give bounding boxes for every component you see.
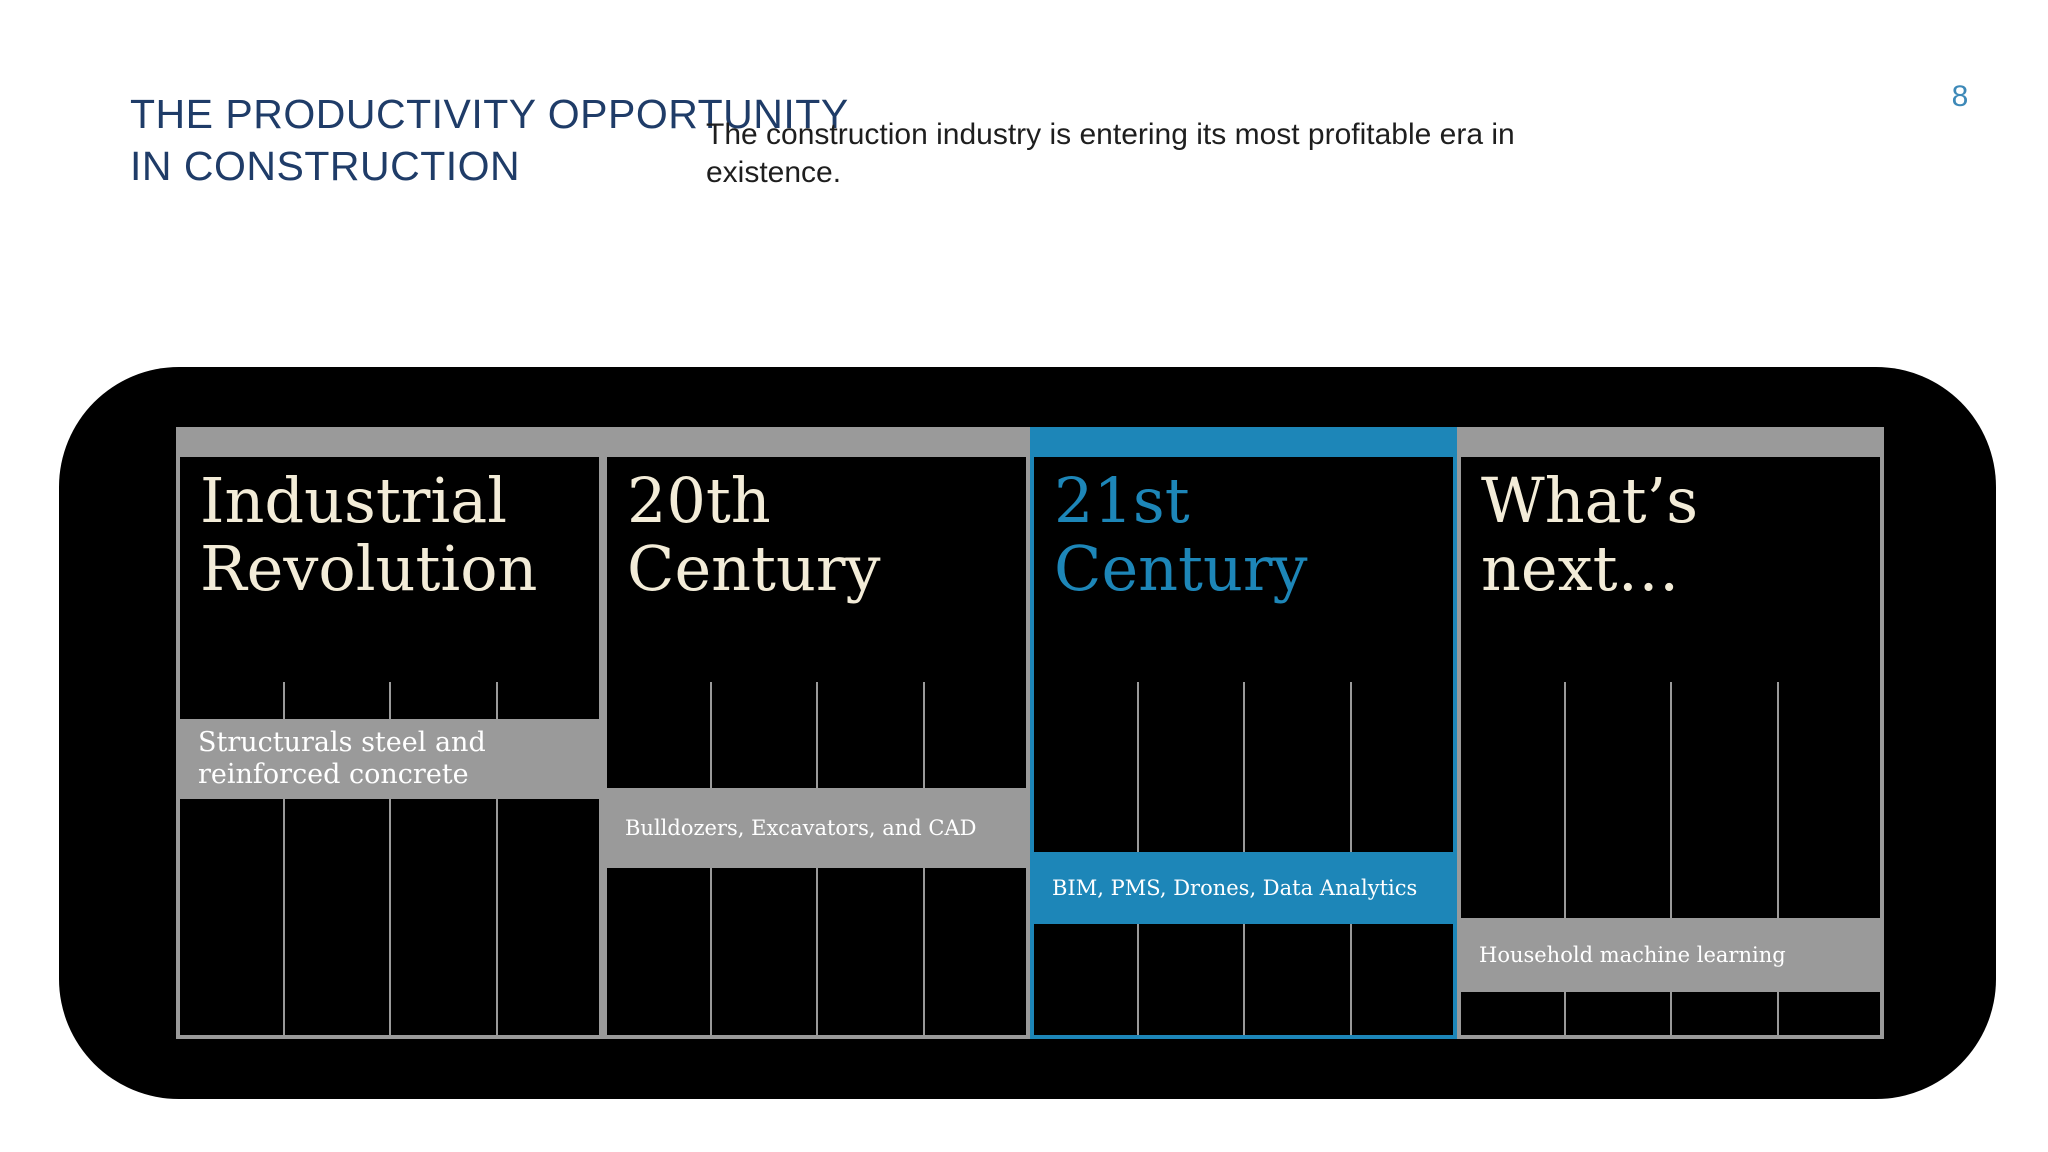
era-timeline: Industrial Revolution Structurals steel …	[176, 427, 1884, 1039]
era-industrial-revolution: Industrial Revolution Structurals steel …	[176, 427, 603, 1039]
era-technology-label: Structurals steel and reinforced concret…	[176, 719, 603, 799]
slide-title: THE PRODUCTIVITY OPPORTUNITY IN CONSTRUC…	[130, 91, 848, 189]
era-title: 20th Century	[627, 464, 881, 605]
era-gridline	[1670, 682, 1672, 1035]
era-gridline	[389, 682, 391, 1035]
era-whats-next: What’s next… Household machine learning	[1457, 427, 1884, 1039]
era-20th-century: 20th Century Bulldozers, Excavators, and…	[603, 427, 1030, 1039]
era-technology-label: BIM, PMS, Drones, Data Analytics	[1030, 852, 1457, 924]
page-number: 8	[1951, 80, 1969, 113]
era-gridline	[283, 682, 285, 1035]
era-title: What’s next…	[1481, 464, 1699, 605]
era-gridline	[496, 682, 498, 1035]
era-technology-label: Bulldozers, Excavators, and CAD	[603, 788, 1030, 868]
slide-subtitle: The construction industry is entering it…	[706, 118, 1515, 189]
era-technology-label: Household machine learning	[1457, 918, 1884, 992]
era-title: Industrial Revolution	[200, 464, 538, 605]
era-gridline	[1564, 682, 1566, 1035]
era-gridline	[1777, 682, 1779, 1035]
era-title: 21st Century	[1054, 464, 1308, 605]
era-21st-century: 21st Century BIM, PMS, Drones, Data Anal…	[1030, 427, 1457, 1039]
